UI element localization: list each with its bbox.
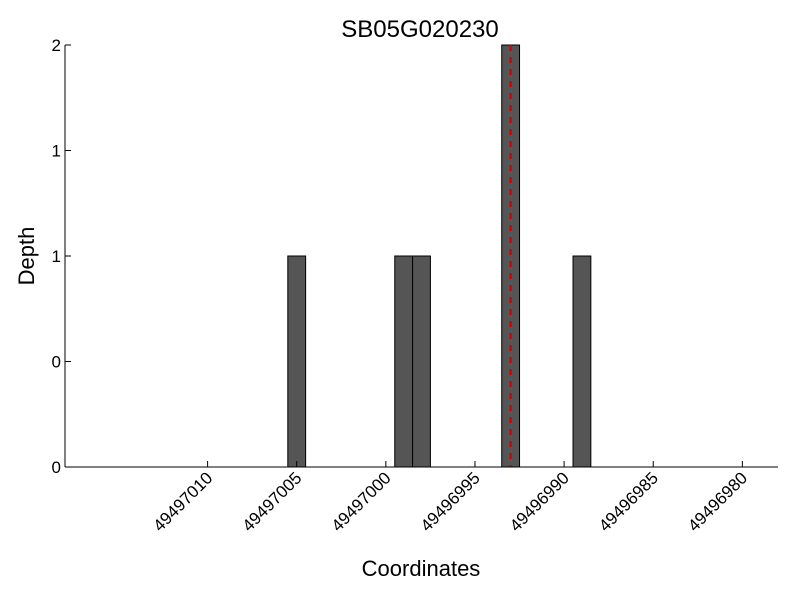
x-tick-label: 49496995 [417,468,484,535]
y-axis-label: Depth [14,227,39,286]
bar-49496989 [572,255,592,468]
y-tick-label: 2 [52,36,61,55]
chart-title: SB05G020230 [341,16,498,43]
x-tick-label: 49497010 [150,468,217,535]
x-tick-label: 49497000 [328,468,395,535]
x-axis-label: Coordinates [362,556,481,581]
x-tick-label: 49496985 [595,468,662,535]
x-tick-label: 49496990 [506,468,573,535]
bar-49497005 [287,255,307,468]
y-tick-label: 1 [52,247,61,266]
bars-group [287,44,592,468]
bar-49496999 [394,255,414,468]
y-tick-label: 0 [52,458,61,477]
x-ticks-group: 49497010 49497005 49497000 49496995 49496990… [150,461,751,535]
x-tick-label: 49496980 [684,468,751,535]
bar-49496998 [412,255,431,468]
x-tick-label: 49497005 [239,468,306,535]
y-ticks-group: 0 0 1 1 2 [52,36,71,477]
y-tick-label: 0 [52,353,61,372]
y-tick-label: 1 [52,142,61,161]
